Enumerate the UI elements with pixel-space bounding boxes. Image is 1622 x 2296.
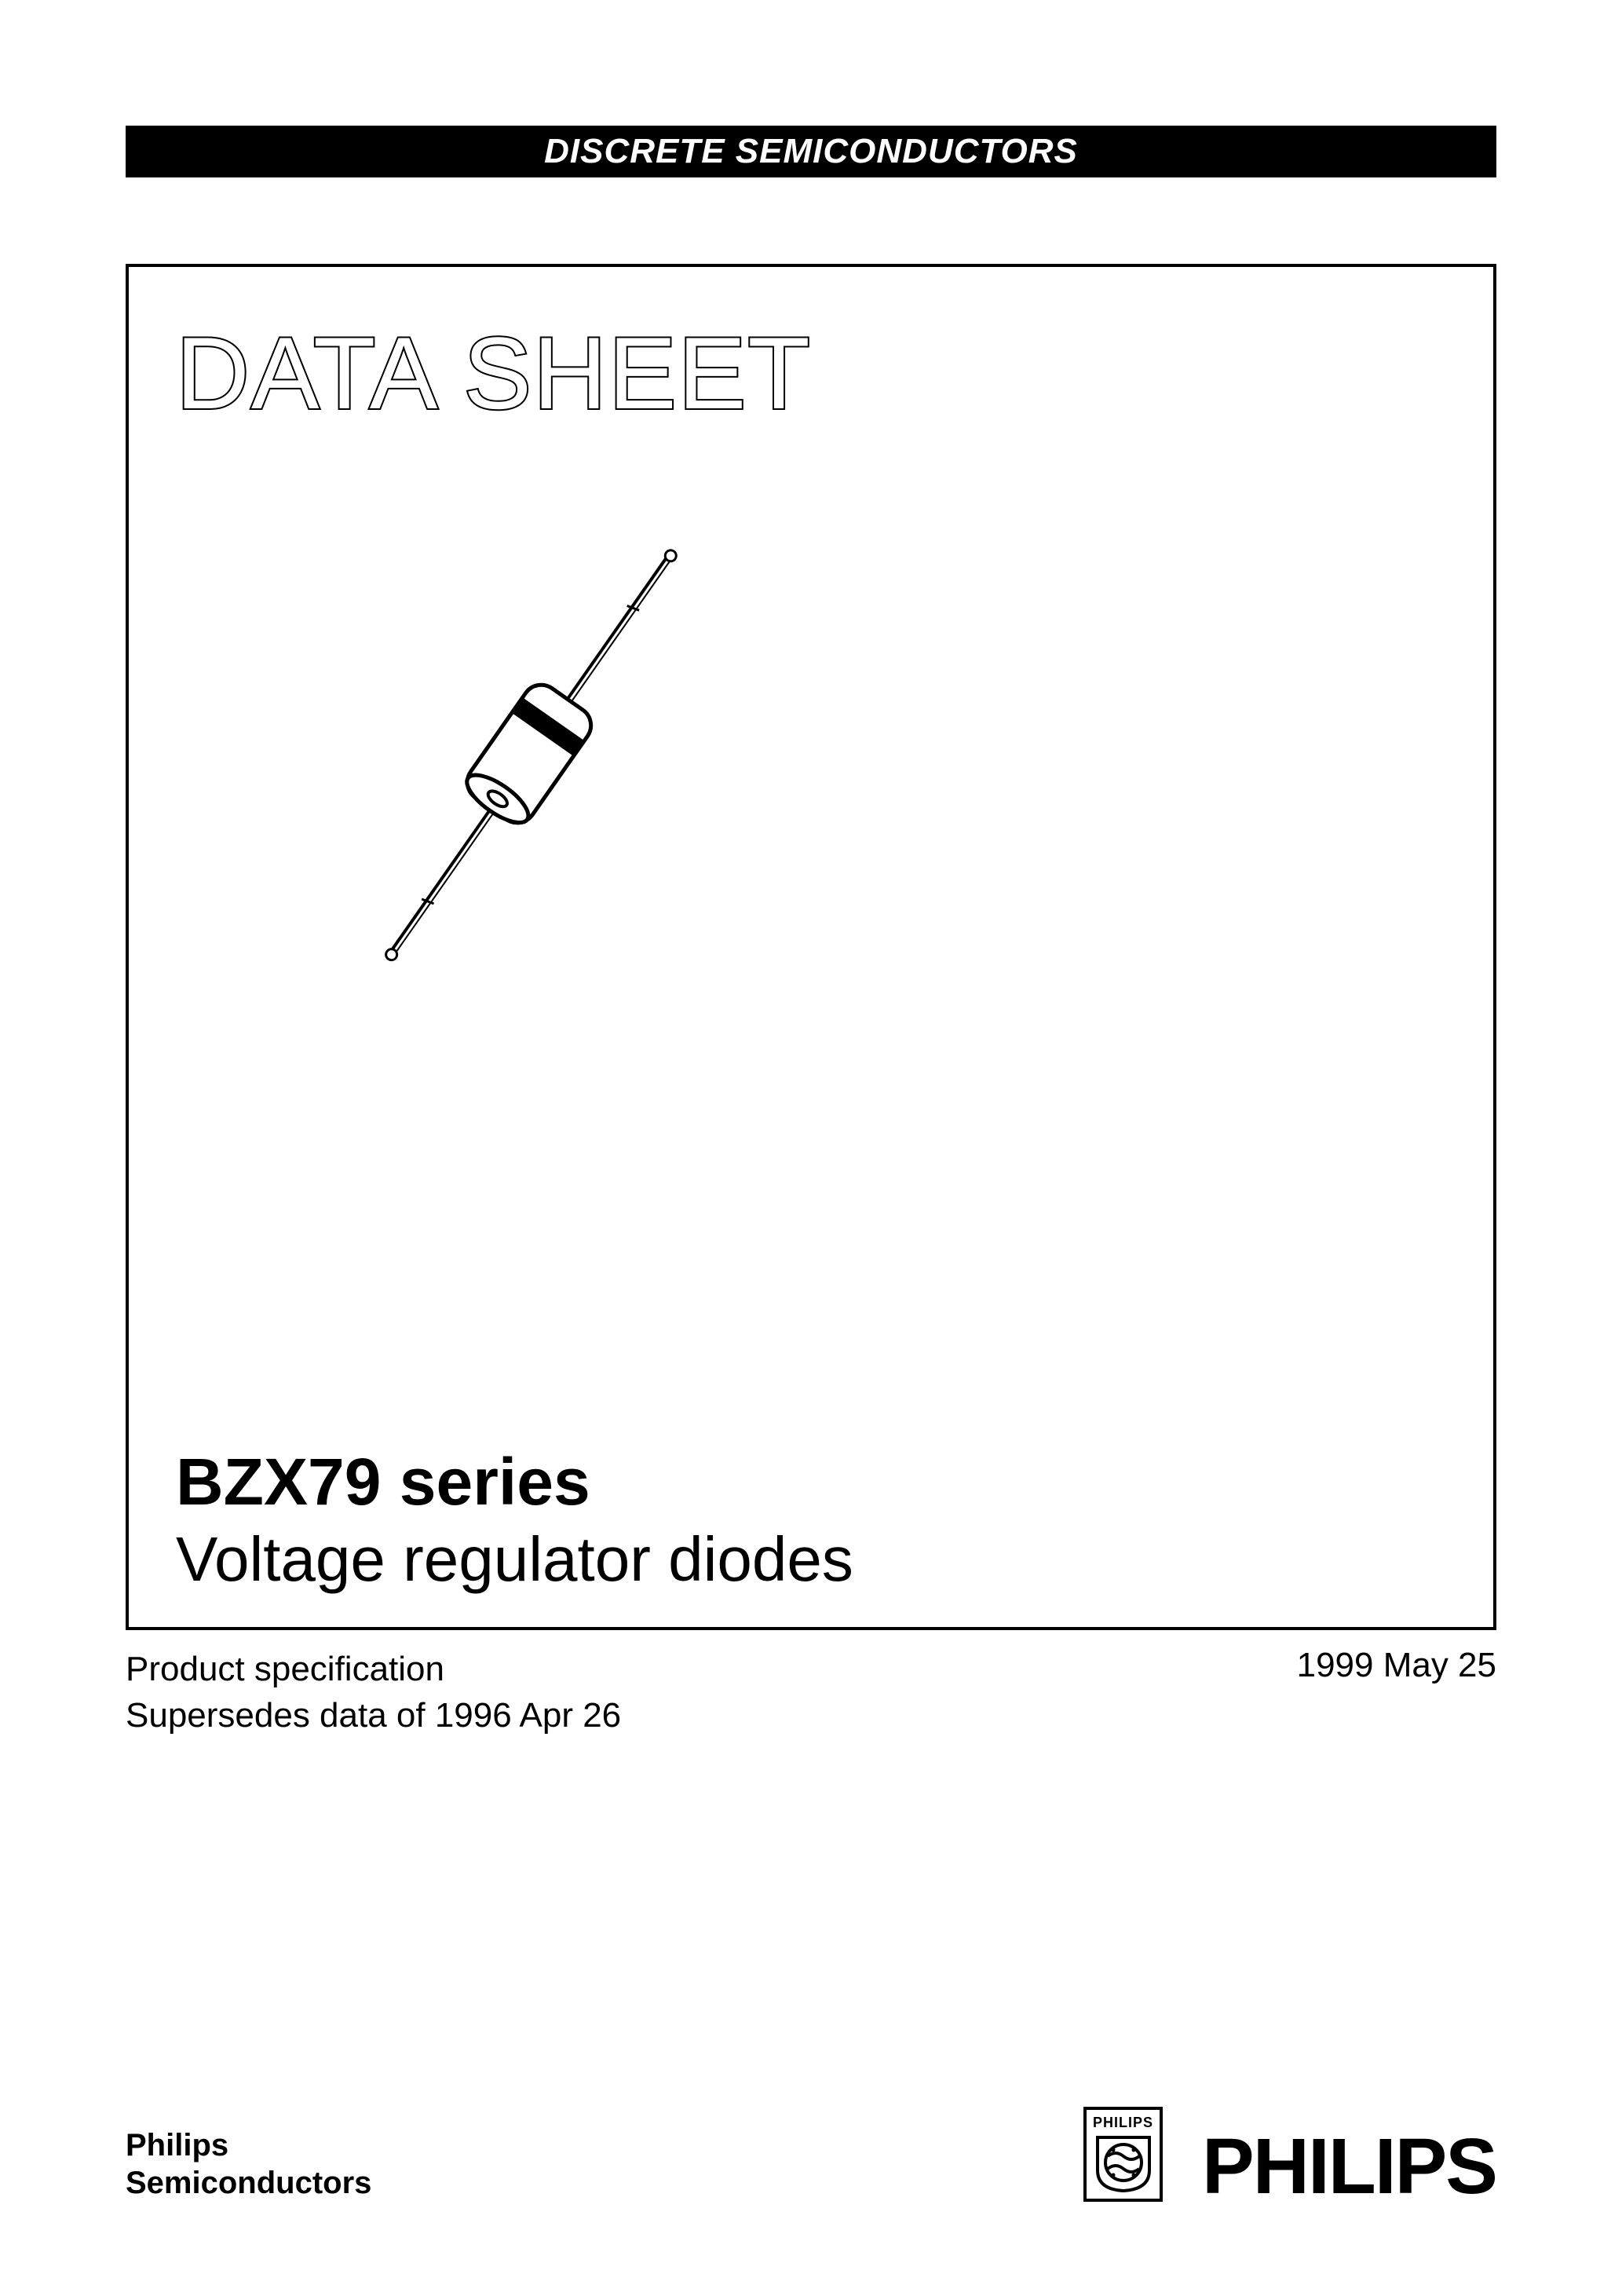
product-series: BZX79 series xyxy=(176,1444,853,1520)
footer: Philips Semiconductors PHILIPS PHILIPS xyxy=(126,2107,1496,2202)
shield-logo: PHILIPS xyxy=(1083,2107,1163,2202)
meta-row: Product specification Supersedes data of… xyxy=(126,1646,1496,1739)
footer-logos: PHILIPS PHILIPS xyxy=(1083,2107,1496,2202)
category-header-bar: DISCRETE SEMICONDUCTORS xyxy=(126,126,1496,177)
meta-right: 1999 May 25 xyxy=(1297,1646,1496,1739)
category-text: DISCRETE SEMICONDUCTORS xyxy=(544,132,1078,170)
main-box: DATA SHEET xyxy=(126,264,1496,1630)
product-block: BZX79 series Voltage regulator diodes xyxy=(176,1444,853,1596)
footer-company: Philips Semiconductors xyxy=(126,2126,371,2202)
company-line1: Philips xyxy=(126,2126,371,2164)
date-text: 1999 May 25 xyxy=(1297,1646,1496,1685)
shield-icon xyxy=(1094,2134,1153,2192)
philips-wordmark: PHILIPS xyxy=(1202,2131,1496,2202)
shield-label: PHILIPS xyxy=(1093,2115,1153,2131)
product-description: Voltage regulator diodes xyxy=(176,1523,853,1596)
diode-illustration xyxy=(333,526,1446,985)
meta-left: Product specification Supersedes data of… xyxy=(126,1646,621,1739)
datasheet-title: DATA SHEET xyxy=(176,314,1446,432)
page-root: DISCRETE SEMICONDUCTORS DATA SHEET xyxy=(0,0,1622,2296)
company-line2: Semiconductors xyxy=(126,2164,371,2202)
supersedes-text: Supersedes data of 1996 Apr 26 xyxy=(126,1692,621,1738)
spec-label: Product specification xyxy=(126,1646,621,1692)
